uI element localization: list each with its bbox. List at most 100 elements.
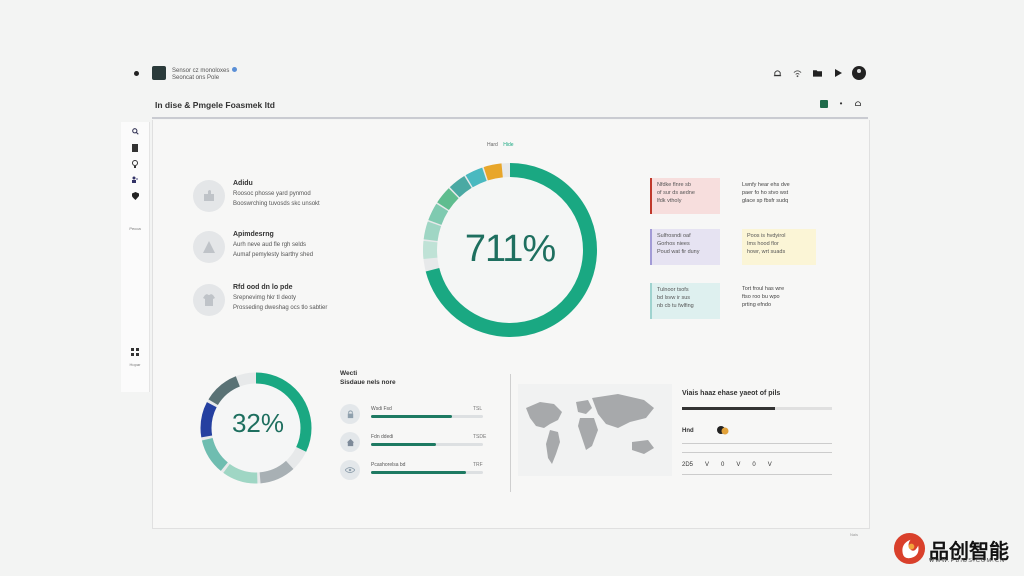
play-icon[interactable] [832,68,843,79]
gauge-fill [423,163,597,337]
feature-title: Adidu [233,180,253,187]
note-line: Tort froul has wre [742,286,785,292]
stat-bar-track [371,471,483,474]
feature-line: Srepnevimg hkr tl deoty [233,295,297,301]
scale-tick: V [736,462,741,468]
top-toolbar [772,66,866,80]
folder-icon[interactable] [812,68,823,79]
main-gauge [423,163,597,337]
note-text: Tort froul has wre ftso roo bu wpo prting … [742,285,832,309]
note-line: Tulnoor tsofs [657,287,689,293]
continent-australia [632,440,654,454]
note-line: Gorhos niees [657,241,690,247]
bulb-icon[interactable] [131,160,139,168]
brand-url: WWW.PBIDS.COM.CN [929,558,1006,564]
verified-icon [232,67,238,72]
puzzle-icon [193,180,225,212]
feature-line: Prosseding dweshag ocs tlo sabtier [233,305,328,311]
stat-row[interactable]: Fdn ddedi TSDE [340,432,490,454]
view-toggle[interactable]: Hard Hide [487,142,514,148]
stats-title: Wecti Sisdaue nels nore [340,369,396,387]
stat-row[interactable]: Wsdi Fsd TSL [340,404,490,426]
dot-icon[interactable]: • [839,99,843,108]
warning-icon [193,231,225,263]
brand-logo-icon [893,532,926,565]
continent-europe [576,400,592,414]
stat-label: Pcashorelsa bd [371,462,406,468]
note-box-text: Nfdke flnre sb of sur ds aedne lfdk vtholy [657,182,695,204]
gauge-background [430,170,590,330]
home-icon [340,432,360,452]
footer-mini-label: Nais [850,532,859,537]
feature-line: Aurh neve aud fle rgh selds [233,242,307,248]
note-line: bd lsvw ir sus [657,295,691,301]
scale-tick: 2D5 [682,462,694,468]
bell-outline-icon[interactable] [854,100,862,108]
continent-asia [592,394,654,428]
note-line: nb cb tu fwlfing [657,303,694,309]
grid-icon[interactable] [131,348,139,356]
bell-icon[interactable] [772,68,783,79]
note-box-text: Tulnoor tsofs bd lsvw ir sus nb cb tu fwlf… [657,287,694,309]
note-line: Nfdke flnre sb [657,182,691,188]
gauge-segment [200,372,312,484]
lock-icon [340,404,360,424]
wifi-icon[interactable] [792,68,803,79]
note-box-text: Sulfrosndi oaf Gorhos niees Poud wat fir d… [657,233,700,255]
continent-north-america [526,402,562,428]
app-title-line1: Sensor cz monoloxes [172,68,230,74]
feature-line: Aumaf pemylesty lsarthy shed [233,252,314,258]
stats-title-line2: Sisdaue nels nore [340,379,396,386]
search-icon[interactable] [131,128,139,136]
toggle-on-label[interactable]: Hide [503,142,514,148]
gauge-background [206,378,306,478]
window-dot [134,71,139,76]
stat-value: TRF [473,462,483,468]
note-line: prting efndo [742,302,772,308]
feature-title: Apimdesrng [233,231,274,238]
eye-icon [340,460,360,480]
note-line: Sulfrosndi oaf [657,233,691,239]
note-line: Ims hood flor [747,241,779,247]
feature-line: Booswrching tuvosds skc unsokt [233,201,320,207]
continent-south-america [546,430,560,464]
feature-item[interactable]: Rfd ood dn lo pde Srepnevimg hkr tl deot… [193,284,393,324]
sidebar-label-2: Hopar [129,362,141,367]
gauge-fill [200,372,312,484]
document-icon[interactable] [131,144,139,152]
app-logo-icon[interactable] [152,66,166,80]
map-title: Viais haaz ehase yaeot of pils [682,390,781,397]
feature-line: Roosoc phosse yard pynmod [233,191,311,197]
note-card-yellow[interactable]: Poos is hvdyirol Ims hood flor howr, wrt s… [742,229,816,265]
gauge-segment [200,372,312,484]
map-divider [682,443,832,444]
world-map[interactable] [518,384,672,476]
stat-row[interactable]: Pcashorelsa bd TRF [340,460,490,482]
brand-watermark: 品创智能 WWW.PBIDS.COM.CN [893,532,1013,568]
stat-label: Fdn ddedi [371,434,394,440]
note-card[interactable]: Tulnoor tsofs bd lsvw ir sus nb cb tu fwlf… [650,283,720,319]
toggle-off-label[interactable]: Hard [487,142,498,148]
feature-item[interactable]: Adidu Roosoc phosse yard pynmod Booswrch… [193,180,393,220]
gauge-segment [423,163,597,337]
map-progress-fill [682,407,775,410]
map-divider [682,452,832,453]
chat-icon[interactable] [820,100,828,108]
sidebar: Pecoa Hopar [121,122,150,392]
scale-tick: 0 [721,462,725,468]
users-icon[interactable] [131,176,139,184]
app-title: Sensor cz monoloxes Seoncat ons Pole [172,67,282,82]
header-actions: • [820,100,862,108]
shield-icon[interactable] [131,192,139,200]
avatar[interactable] [852,66,866,80]
map-kind-label: Hnd [682,428,694,434]
section-divider [510,374,511,492]
note-line: lfdk vtholy [657,198,682,204]
note-card[interactable]: Sulfrosndi oaf Gorhos niees Poud wat fir d… [650,229,720,265]
note-line: Poos is hvdyirol [747,233,786,239]
map-scale: 2D5 V 0 V 0 V [682,462,772,468]
note-card[interactable]: Nfdke flnre sb of sur ds aedne lfdk vtholy [650,178,720,214]
note-line: glace sp fbsfr sudq [742,198,789,204]
secondary-gauge [200,372,312,484]
feature-item[interactable]: Apimdesrng Aurh neve aud fle rgh selds A… [193,231,393,271]
